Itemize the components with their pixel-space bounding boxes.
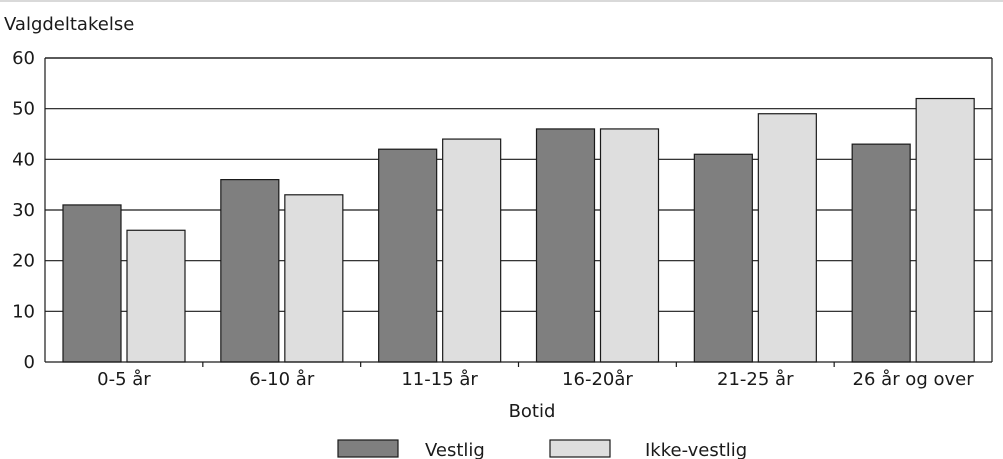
bars [62, 97, 975, 363]
legend-swatch [549, 439, 611, 458]
legend-swatch [337, 439, 399, 458]
gridlines [45, 57, 992, 312]
y-tick-label: 40 [12, 149, 35, 170]
bar-ikke-vestlig [284, 194, 344, 363]
legend: Vestlig Ikke-vestlig [337, 439, 747, 459]
top-divider [0, 0, 1003, 2]
bar-vestlig [851, 143, 911, 363]
bar-ikke-vestlig [442, 138, 502, 363]
x-tick-label: 21-25 år [717, 369, 794, 390]
bar-ikke-vestlig [915, 97, 975, 363]
y-axis-label: Valgdeltakelse [4, 14, 134, 35]
y-tick-label: 10 [12, 301, 35, 322]
legend-label: Vestlig [425, 440, 485, 459]
bar-vestlig [535, 128, 596, 363]
bar-ikke-vestlig [757, 113, 817, 363]
bar-ikke-vestlig [126, 229, 186, 363]
bar-ikke-vestlig [599, 128, 660, 363]
x-tick-label: 26 år og over [853, 369, 975, 390]
y-tick-label: 30 [12, 200, 35, 221]
x-ticks: 0-5 år 6-10 år 11-15 år 16-20år 21-25 år 26 å… [97, 369, 974, 390]
y-tick-label: 20 [12, 251, 35, 272]
y-tick-label: 60 [12, 48, 35, 69]
axes [44, 57, 993, 367]
x-tick-label: 16-20år [562, 369, 633, 390]
y-tick-label: 0 [24, 352, 35, 373]
x-tick-label: 0-5 år [97, 369, 151, 390]
x-tick-label: 11-15 år [401, 369, 478, 390]
bar-vestlig [62, 204, 122, 363]
bar-vestlig [378, 148, 438, 363]
y-ticks: 0 10 20 30 40 50 60 [12, 48, 35, 373]
bar-vestlig [693, 153, 753, 363]
legend-label: Ikke-vestlig [645, 440, 747, 459]
y-tick-label: 50 [12, 99, 35, 120]
x-tick-label: 6-10 år [249, 369, 315, 390]
bar-vestlig [220, 179, 280, 363]
x-axis-label: Botid [509, 401, 556, 422]
